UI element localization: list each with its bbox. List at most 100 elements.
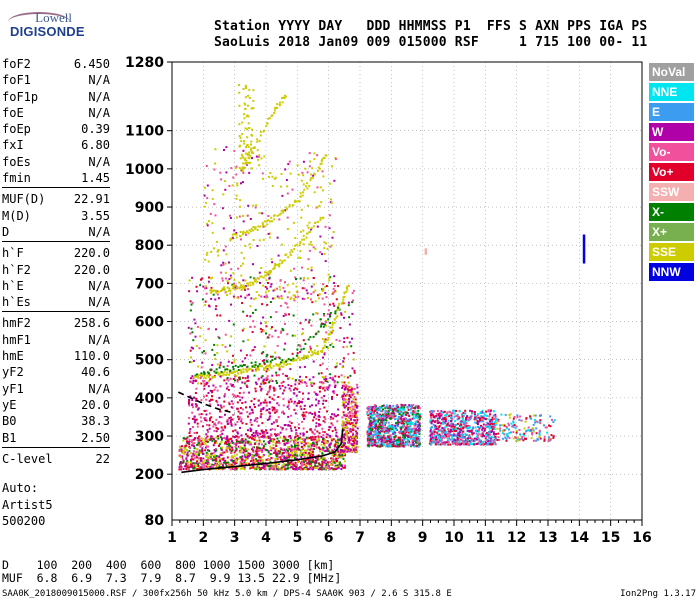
echo-point bbox=[290, 450, 293, 452]
echo-point bbox=[254, 206, 257, 209]
echo-point bbox=[467, 443, 470, 446]
echo-point bbox=[393, 415, 396, 418]
echo-point bbox=[305, 458, 308, 461]
echo-point bbox=[394, 433, 397, 436]
param-name: h`F2 bbox=[2, 262, 31, 277]
echo-point bbox=[433, 435, 436, 438]
echo-point bbox=[430, 412, 433, 415]
echo-point bbox=[441, 437, 443, 440]
echo-point bbox=[297, 423, 300, 426]
echo-point bbox=[532, 414, 535, 417]
echo-point bbox=[244, 455, 247, 458]
echo-point bbox=[224, 277, 227, 280]
echo-point bbox=[308, 437, 311, 439]
echo-point bbox=[249, 412, 252, 415]
echo-point bbox=[240, 420, 243, 423]
echo-point bbox=[277, 466, 279, 469]
echo-point bbox=[389, 436, 392, 439]
echo-point bbox=[276, 425, 279, 427]
echo-point bbox=[245, 462, 248, 464]
echo-point bbox=[301, 464, 304, 467]
echo-point bbox=[214, 214, 217, 217]
echo-point bbox=[512, 424, 515, 427]
echo-point bbox=[435, 415, 438, 418]
echo-point bbox=[196, 422, 199, 425]
echo-point bbox=[487, 410, 490, 413]
echo-point bbox=[190, 458, 193, 461]
echo-point bbox=[195, 453, 198, 456]
echo-point bbox=[527, 429, 530, 432]
echo-point bbox=[199, 445, 202, 448]
echo-point bbox=[345, 384, 348, 387]
echo-point bbox=[181, 450, 183, 453]
echo-point bbox=[330, 437, 333, 440]
echo-point bbox=[309, 464, 312, 467]
x-tick-label: 9 bbox=[418, 530, 428, 546]
echo-point bbox=[438, 425, 441, 427]
echo-point bbox=[267, 435, 270, 438]
echo-point bbox=[341, 386, 344, 389]
echo-point bbox=[355, 406, 358, 409]
echo-point bbox=[303, 408, 306, 410]
echo-point bbox=[383, 430, 386, 433]
echo-point bbox=[351, 412, 354, 415]
echo-point bbox=[336, 439, 338, 442]
echo-point bbox=[248, 443, 251, 446]
echo-point bbox=[443, 417, 446, 419]
echo-point bbox=[193, 463, 196, 466]
echo-point bbox=[236, 407, 239, 410]
echo-point bbox=[249, 443, 252, 446]
echo-point bbox=[372, 413, 375, 415]
echo-point bbox=[376, 411, 379, 414]
echo-point bbox=[259, 327, 262, 330]
echo-point bbox=[474, 443, 477, 446]
echo-point bbox=[441, 442, 444, 445]
echo-point bbox=[217, 435, 219, 438]
echo-point bbox=[294, 426, 297, 429]
echo-point bbox=[328, 384, 331, 387]
echo-point bbox=[341, 451, 344, 454]
echo-point bbox=[304, 450, 307, 452]
echo-point bbox=[369, 414, 372, 417]
echo-point bbox=[351, 391, 354, 394]
param-name: foE bbox=[2, 105, 24, 120]
echo-point bbox=[371, 429, 374, 432]
y-tick-label: 500 bbox=[135, 353, 164, 369]
echo-point bbox=[413, 411, 416, 414]
echo-point bbox=[303, 461, 306, 464]
echo-point bbox=[457, 432, 460, 435]
echo-point bbox=[273, 394, 276, 397]
echo-point bbox=[228, 261, 230, 264]
echo-point bbox=[309, 347, 312, 350]
echo-point bbox=[191, 404, 194, 406]
echo-point bbox=[276, 437, 279, 440]
echo-point bbox=[446, 412, 449, 415]
echo-point bbox=[394, 431, 397, 434]
echo-point bbox=[263, 220, 266, 223]
echo-point bbox=[464, 409, 467, 412]
echo-point bbox=[245, 433, 247, 436]
echo-point bbox=[279, 288, 282, 291]
echo-point bbox=[270, 449, 273, 452]
echo-point bbox=[373, 420, 376, 423]
echo-point bbox=[232, 461, 235, 464]
echo-point bbox=[318, 423, 320, 426]
echo-point bbox=[301, 287, 304, 290]
echo-point bbox=[400, 445, 403, 448]
echo-point bbox=[399, 438, 402, 441]
echo-point bbox=[403, 419, 406, 422]
echo-point bbox=[377, 419, 380, 422]
echo-point bbox=[310, 438, 313, 441]
echo-point bbox=[339, 363, 342, 365]
echo-point bbox=[458, 439, 461, 442]
echo-point bbox=[354, 430, 357, 433]
echo-point bbox=[320, 435, 323, 438]
echo-point bbox=[392, 432, 395, 435]
echo-point bbox=[241, 360, 244, 363]
echo-point bbox=[256, 434, 259, 437]
echo-point bbox=[415, 415, 417, 418]
echo-point bbox=[347, 415, 350, 418]
echo-point bbox=[252, 459, 255, 462]
echo-point bbox=[223, 379, 226, 382]
